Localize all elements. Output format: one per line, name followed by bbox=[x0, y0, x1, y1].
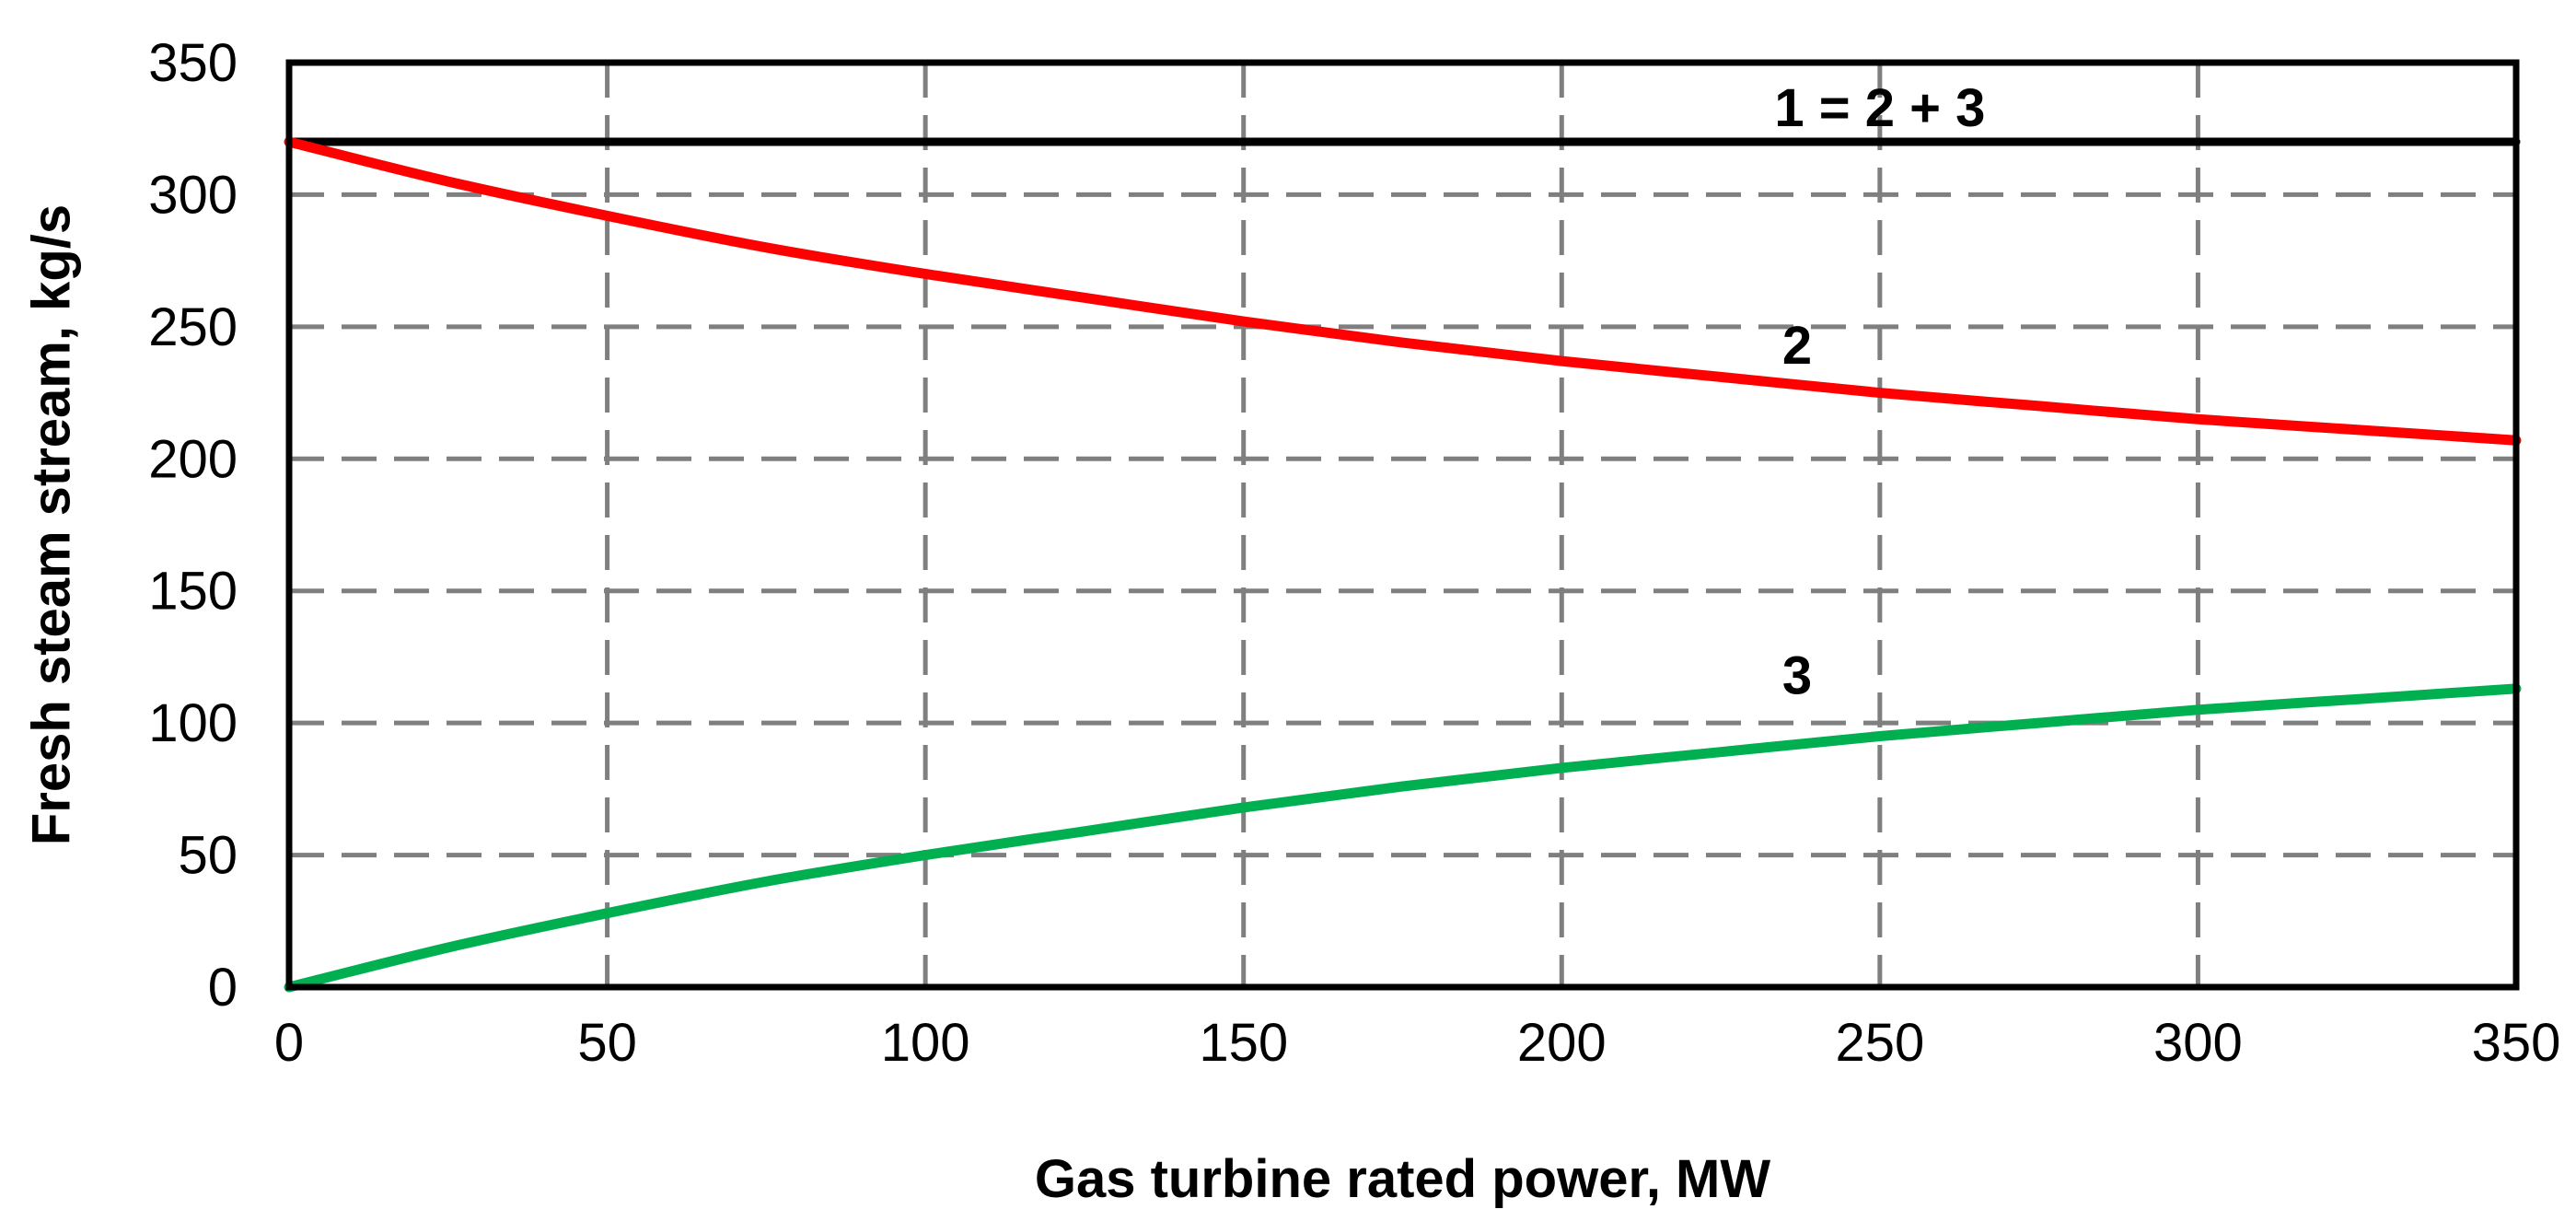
plot-area-frame bbox=[285, 59, 2520, 991]
series-label-2: 2 bbox=[1782, 316, 1812, 376]
y-axis-tick-labels: 0 50 100 150 200 250 300 350 bbox=[148, 33, 238, 1017]
y-tick-label: 150 bbox=[148, 562, 238, 622]
series-label-1: 1 = 2 + 3 bbox=[1774, 78, 1985, 138]
series-line-3-green bbox=[284, 683, 2522, 993]
x-tick-label: 250 bbox=[1835, 1013, 1924, 1073]
y-tick-label: 50 bbox=[178, 826, 238, 886]
x-tick-label: 300 bbox=[2153, 1013, 2243, 1073]
series-line-2-red bbox=[284, 136, 2522, 446]
x-axis-title: Gas turbine rated power, MW bbox=[1035, 1149, 1770, 1209]
series-label-3: 3 bbox=[1782, 646, 1812, 706]
y-tick-label: 300 bbox=[148, 165, 238, 225]
y-tick-label: 0 bbox=[208, 958, 238, 1017]
series-annotations: 1 = 2 + 3 2 3 bbox=[1774, 78, 1985, 706]
gridlines bbox=[289, 63, 2516, 987]
y-tick-label: 250 bbox=[148, 297, 238, 357]
y-tick-label: 100 bbox=[148, 693, 238, 753]
y-axis-title: Fresh steam stream, kg/s bbox=[21, 204, 81, 845]
series-lines bbox=[284, 136, 2522, 993]
x-tick-label: 0 bbox=[274, 1013, 304, 1073]
x-tick-label: 50 bbox=[577, 1013, 637, 1073]
y-tick-label: 200 bbox=[148, 429, 238, 489]
x-tick-label: 200 bbox=[1517, 1013, 1607, 1073]
x-tick-label: 150 bbox=[1199, 1013, 1288, 1073]
x-tick-label: 350 bbox=[2472, 1013, 2561, 1073]
x-tick-label: 100 bbox=[881, 1013, 970, 1073]
y-tick-label: 350 bbox=[148, 33, 238, 93]
x-axis-tick-labels: 0 50 100 150 200 250 300 350 bbox=[274, 1013, 2561, 1073]
